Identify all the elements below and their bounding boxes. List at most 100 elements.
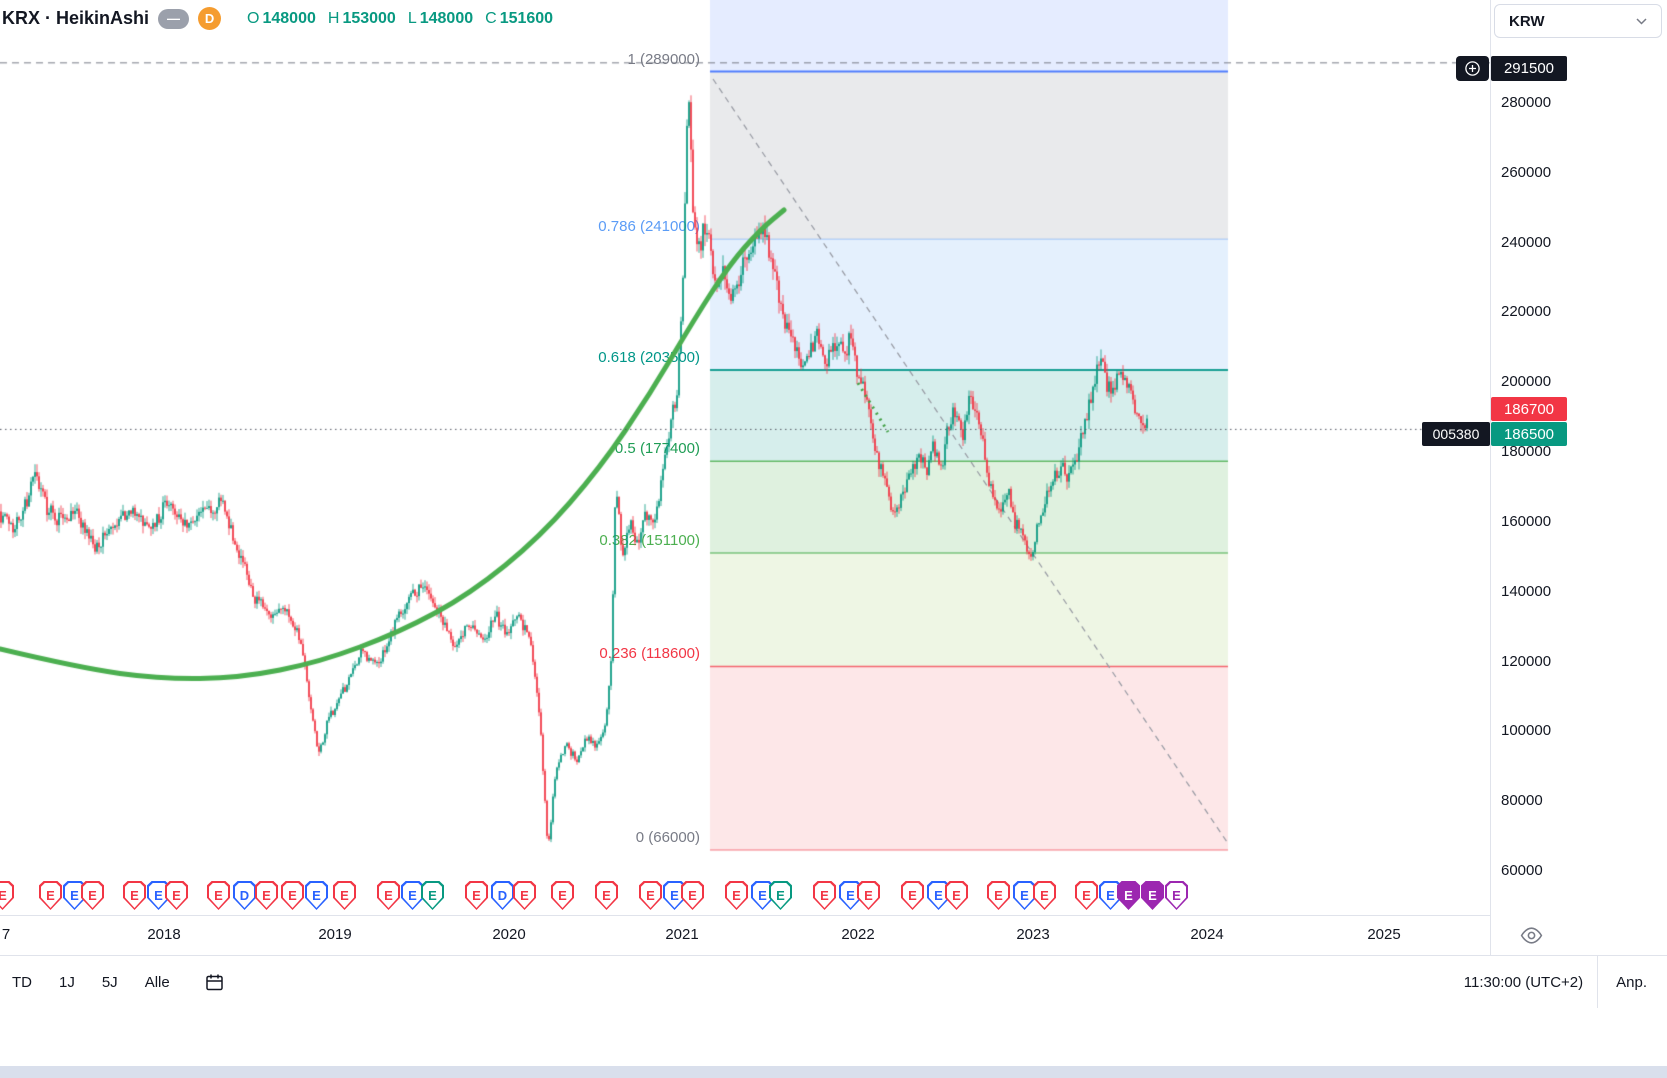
axis-corner: [1491, 916, 1667, 955]
circle-plus-icon: [1465, 61, 1480, 76]
event-badge-e[interactable]: E: [663, 881, 686, 910]
price-axis[interactable]: KRW 291500 186700 186500 280000 260000 240…: [1491, 0, 1667, 915]
event-badge-e[interactable]: E: [987, 881, 1010, 910]
high-price-badge: 186700: [1491, 397, 1567, 421]
event-badge-e[interactable]: E: [681, 881, 704, 910]
event-badge-e[interactable]: E: [465, 881, 488, 910]
time-tick-label: 2022: [841, 926, 875, 943]
event-badge-e[interactable]: E: [839, 881, 862, 910]
event-badge-e[interactable]: E: [81, 881, 104, 910]
event-badge-e[interactable]: E: [281, 881, 304, 910]
event-badge-e[interactable]: E: [901, 881, 924, 910]
ohlc-value: 153000: [342, 9, 396, 27]
ohlc-label: L: [407, 9, 417, 27]
event-badge-e[interactable]: E: [123, 881, 146, 910]
symbol-title[interactable]: KRX · HeikinAshi: [2, 8, 150, 28]
event-badge-e[interactable]: E: [857, 881, 880, 910]
range-button-alle[interactable]: Alle: [144, 973, 170, 991]
range-button-1j[interactable]: 1J: [59, 973, 75, 991]
event-badge-e[interactable]: E: [927, 881, 950, 910]
toolbar-separator: [0, 955, 1667, 956]
event-badge-e[interactable]: E: [813, 881, 836, 910]
event-badge-d[interactable]: D: [491, 881, 514, 910]
price-axis-separator: [1490, 0, 1491, 955]
price-tick-label: 120000: [1501, 652, 1552, 670]
time-axis-separator: [0, 915, 1490, 916]
dash-icon: —: [167, 11, 181, 26]
ohlc-value: 148000: [262, 9, 316, 27]
time-tick-label: 2025: [1367, 926, 1401, 943]
ohlc-label: C: [485, 9, 497, 27]
adjust-button[interactable]: Anp.: [1616, 973, 1647, 991]
currency-label: KRW: [1509, 12, 1545, 30]
event-badge-e[interactable]: E: [207, 881, 230, 910]
event-badge-e[interactable]: E: [255, 881, 278, 910]
alert-price-badge[interactable]: 291500: [1491, 56, 1567, 81]
time-tick-label: 2024: [1190, 926, 1224, 943]
event-badge-e[interactable]: E: [421, 881, 444, 910]
time-tick-label: 2021: [665, 926, 699, 943]
event-badge-e[interactable]: E: [165, 881, 188, 910]
price-tick-label: 80000: [1501, 792, 1543, 810]
chevron-down-icon: [1636, 17, 1647, 25]
price-tick-label: 60000: [1501, 862, 1543, 879]
range-buttons: TD 1J 5J Alle: [12, 974, 170, 991]
event-badge-e[interactable]: E: [639, 881, 662, 910]
interval-badge[interactable]: D: [198, 7, 222, 30]
price-tick-label: 240000: [1501, 233, 1552, 251]
event-badge-e[interactable]: E: [1075, 881, 1098, 910]
price-tick-label: 200000: [1501, 373, 1552, 391]
eye-icon[interactable]: [1519, 925, 1544, 946]
clock-time[interactable]: 11:30:00 (UTC+2): [1463, 973, 1584, 991]
toolbar-right: 11:30:00 (UTC+2) Anp.: [1464, 956, 1667, 1008]
time-axis[interactable]: 7 2018 2019 2020 2021 2022 2023 2024 2025: [0, 916, 1490, 955]
event-badge-e[interactable]: E: [1033, 881, 1056, 910]
event-badge-e[interactable]: E: [1013, 881, 1036, 910]
add-alert-plus-button[interactable]: [1456, 56, 1489, 81]
event-badge-e[interactable]: E: [147, 881, 170, 910]
price-tick-label: 160000: [1501, 512, 1552, 530]
event-badge-e[interactable]: E: [725, 881, 748, 910]
event-badge-e[interactable]: E: [945, 881, 968, 910]
currency-selector[interactable]: KRW: [1494, 4, 1662, 38]
event-badge-e[interactable]: E: [769, 881, 792, 910]
price-tick-label: 280000: [1501, 94, 1552, 111]
event-badge-e[interactable]: E: [377, 881, 400, 910]
event-badge-e[interactable]: E: [1099, 881, 1122, 910]
ohlc-value: 148000: [419, 9, 474, 27]
event-badge-e[interactable]: E: [0, 881, 14, 910]
collapsed-indicator-pill[interactable]: —: [158, 8, 190, 29]
event-badge-e[interactable]: E: [39, 881, 62, 910]
price-chart-canvas[interactable]: [0, 0, 1490, 915]
event-badge-e[interactable]: E: [551, 881, 574, 910]
event-badge-e[interactable]: E: [1165, 881, 1188, 910]
bottom-toolbar: TD 1J 5J Alle 11:30:00 (UTC+2) Anp.: [0, 956, 1667, 1008]
last-price-badge: 186500: [1491, 422, 1567, 446]
time-tick-label: 2019: [318, 926, 352, 943]
price-tick-label: 100000: [1501, 722, 1552, 740]
event-badge-e[interactable]: E: [1117, 881, 1140, 910]
range-button-5j[interactable]: 5J: [101, 973, 118, 991]
event-badge-e[interactable]: E: [63, 881, 86, 910]
calendar-icon: [205, 974, 223, 990]
ohlc-readout: O 148000 H 153000 L 148000 C 151600: [238, 10, 553, 28]
event-badge-e[interactable]: E: [513, 881, 536, 910]
event-badge-e[interactable]: E: [751, 881, 774, 910]
event-badge-d[interactable]: D: [233, 881, 256, 910]
chart-legend: KRX · HeikinAshi — D O 148000 H 153000 L 1480…: [2, 7, 553, 30]
price-tick-label: 140000: [1501, 582, 1552, 600]
event-badge-e[interactable]: E: [595, 881, 618, 910]
event-badge-e[interactable]: E: [333, 881, 356, 910]
ohlc-value: 151600: [499, 9, 554, 27]
time-tick-label: 7: [1, 926, 11, 943]
event-badge-e[interactable]: E: [1141, 881, 1164, 910]
go-to-date-button[interactable]: [200, 968, 229, 997]
toolbar-divider: [1597, 956, 1599, 1008]
time-tick-label: 2018: [147, 926, 181, 943]
event-badge-e[interactable]: E: [401, 881, 424, 910]
event-badge-e[interactable]: E: [305, 881, 328, 910]
range-button-td[interactable]: TD: [12, 973, 32, 991]
time-tick-label: 2020: [492, 926, 526, 943]
